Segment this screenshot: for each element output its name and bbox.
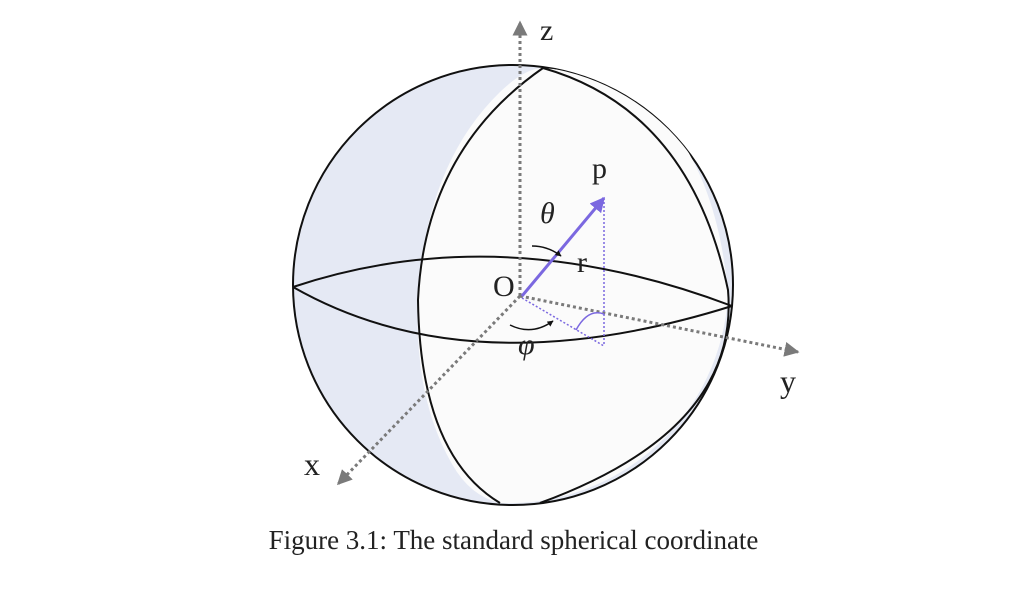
meridian-left: [416, 67, 544, 504]
origin-label: O: [493, 270, 515, 303]
axis-z-label: z: [540, 14, 553, 47]
equator-back: [292, 255, 733, 307]
projection-angle-arc: [575, 312, 605, 331]
axis-y-label: y: [780, 363, 796, 399]
phi-arrow: [509, 320, 554, 331]
y-axis: [519, 294, 800, 357]
axis-x-label: x: [304, 446, 320, 482]
radius-vector: [520, 196, 606, 297]
radius-label: r: [577, 246, 587, 279]
x-axis: [336, 294, 522, 486]
sphere-front-section: [417, 68, 728, 504]
figure-caption: Figure 3.1: The standard spherical coord…: [268, 525, 759, 555]
point-label: p: [592, 152, 607, 185]
meridian-right: [539, 67, 730, 504]
theta-arrow: [531, 245, 562, 257]
phi-label: φ: [518, 328, 535, 361]
theta-label: θ: [540, 197, 555, 230]
